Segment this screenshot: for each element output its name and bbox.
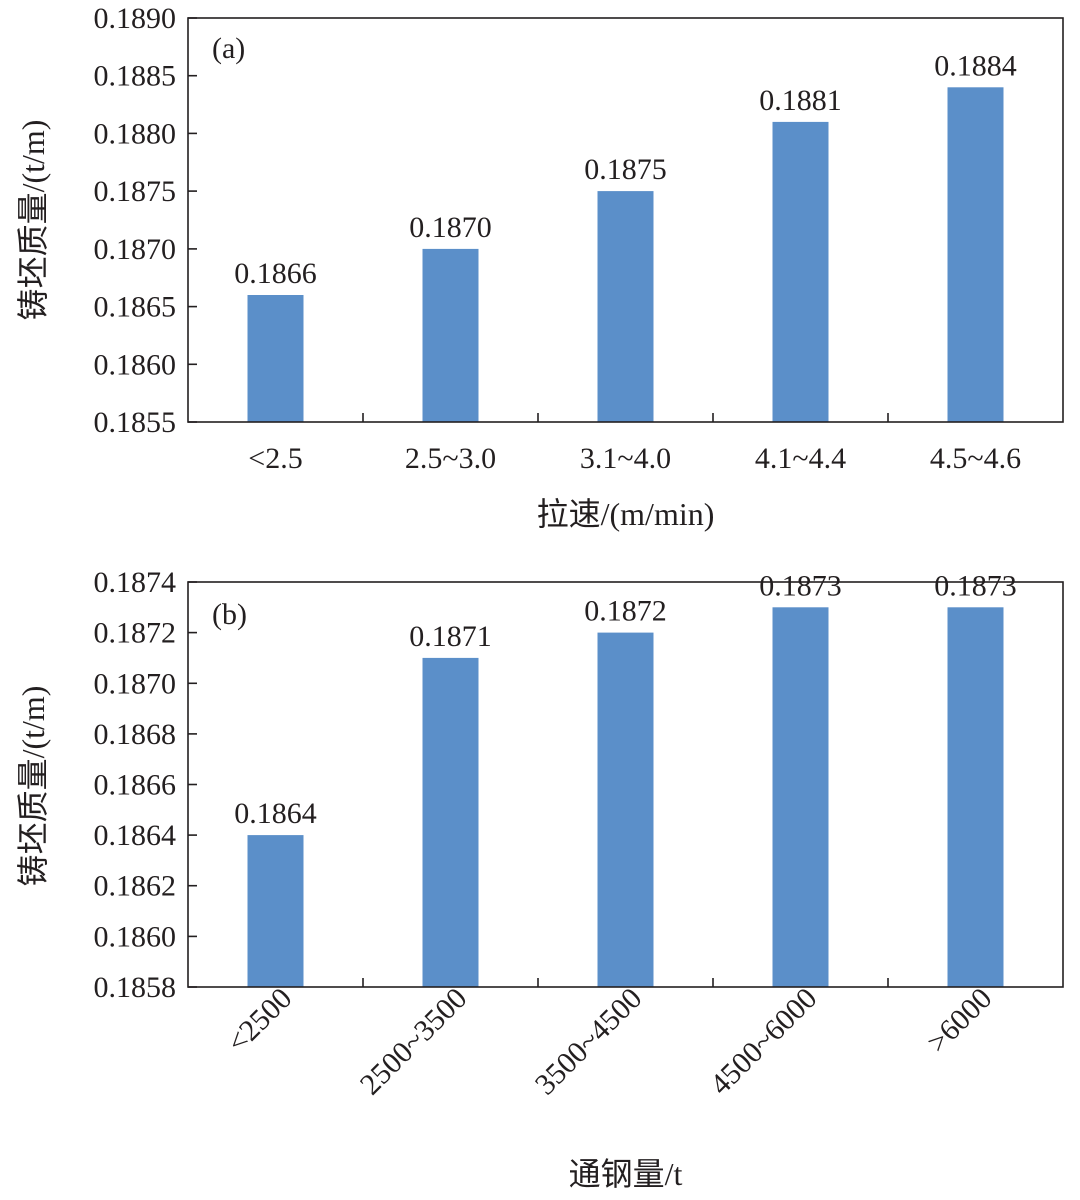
y-tick-label: 0.1880 bbox=[94, 117, 177, 150]
y-tick-label: 0.1862 bbox=[94, 870, 177, 903]
y-tick-label: 0.1860 bbox=[94, 920, 177, 953]
x-tick-label: 3500~4500 bbox=[529, 982, 649, 1102]
x-tick-label: <2500 bbox=[221, 982, 299, 1060]
data-label: 0.1866 bbox=[234, 257, 317, 290]
bar bbox=[422, 657, 479, 987]
y-tick-label: 0.1855 bbox=[94, 406, 177, 439]
data-label: 0.1875 bbox=[584, 153, 667, 186]
x-tick-label: 4500~6000 bbox=[704, 982, 824, 1102]
y-tick-label: 0.1890 bbox=[94, 2, 177, 35]
data-label: 0.1873 bbox=[934, 569, 1017, 602]
bar bbox=[947, 87, 1004, 423]
y-tick-label: 0.1885 bbox=[94, 60, 177, 93]
plot-frame bbox=[187, 17, 1064, 423]
data-label: 0.1864 bbox=[234, 797, 317, 830]
y-tick-label: 0.1874 bbox=[94, 566, 177, 599]
panel-label: (a) bbox=[212, 32, 245, 65]
bar bbox=[597, 191, 654, 422]
y-tick-label: 0.1864 bbox=[94, 819, 177, 852]
y-tick-label: 0.1875 bbox=[94, 175, 177, 208]
x-tick-label: >6000 bbox=[921, 982, 999, 1060]
y-tick-label: 0.1872 bbox=[94, 617, 177, 650]
y-tick-label: 0.1858 bbox=[94, 971, 177, 1004]
data-label: 0.1872 bbox=[584, 595, 667, 628]
bar bbox=[597, 632, 654, 987]
x-tick-label: <2.5 bbox=[248, 442, 302, 475]
x-tick-label: 4.5~4.6 bbox=[930, 442, 1021, 475]
data-label: 0.1873 bbox=[759, 569, 842, 602]
bar bbox=[772, 121, 829, 423]
y-axis-label: 铸坯质量/(t/m) bbox=[15, 120, 51, 321]
panel-label: (b) bbox=[212, 598, 247, 631]
x-tick-label: 3.1~4.0 bbox=[580, 442, 671, 475]
bar bbox=[947, 607, 1004, 987]
bar bbox=[772, 607, 829, 987]
data-label: 0.1870 bbox=[409, 211, 492, 244]
data-label: 0.1884 bbox=[934, 49, 1017, 82]
x-axis-label: 通钢量/t bbox=[569, 1156, 683, 1192]
data-label: 0.1871 bbox=[409, 620, 492, 653]
x-tick-label: 2.5~3.0 bbox=[405, 442, 496, 475]
bar bbox=[247, 295, 304, 422]
y-tick-label: 0.1870 bbox=[94, 233, 177, 266]
y-tick-label: 0.1868 bbox=[94, 718, 177, 751]
bar bbox=[247, 835, 304, 987]
x-tick-label: 2500~3500 bbox=[354, 982, 474, 1102]
x-tick-label: 4.1~4.4 bbox=[755, 442, 846, 475]
y-tick-label: 0.1870 bbox=[94, 667, 177, 700]
bar bbox=[422, 248, 479, 422]
y-tick-label: 0.1865 bbox=[94, 291, 177, 324]
y-axis-label: 铸坯质量/(t/m) bbox=[15, 686, 51, 887]
y-tick-label: 0.1866 bbox=[94, 769, 177, 802]
y-tick-label: 0.1860 bbox=[94, 348, 177, 381]
x-axis-label: 拉速/(m/min) bbox=[537, 496, 715, 532]
data-label: 0.1881 bbox=[759, 84, 842, 117]
